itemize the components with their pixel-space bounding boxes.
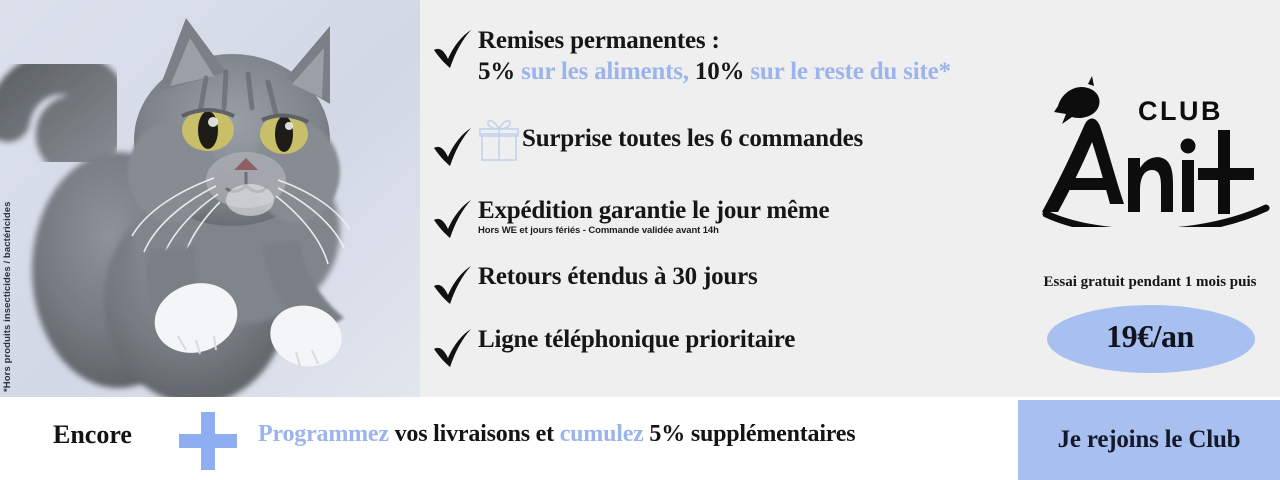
discount-site-pct: 10% xyxy=(688,58,745,85)
bird-icon xyxy=(1054,76,1100,124)
check-icon xyxy=(430,327,478,369)
price-label: 19€/an xyxy=(1106,318,1194,354)
club-word: CLUB xyxy=(1138,96,1223,126)
join-club-button[interactable]: Je rejoins le Club xyxy=(1018,400,1280,480)
join-club-label: Je rejoins le Club xyxy=(1057,426,1241,453)
check-icon xyxy=(430,28,478,70)
programmez-word: Programmez xyxy=(258,421,389,447)
feature-title: Surprise toutes les 6 commandes xyxy=(522,125,864,152)
deliveries-text: vos livraisons et xyxy=(388,421,554,447)
check-icon xyxy=(430,198,478,240)
price-badge xyxy=(1047,305,1255,373)
photo-disclaimer: *Hors produits insecticides / bactéricid… xyxy=(2,201,13,392)
feature-title: Expédition garantie le jour même xyxy=(478,197,830,224)
feature-fineprint: Hors WE et jours fériés - Commande valid… xyxy=(478,225,719,236)
encore-label: Encore xyxy=(53,420,132,449)
feature-item-returns: Retours étendus à 30 jours xyxy=(430,262,758,306)
discount-site-label: sur le reste du site* xyxy=(744,58,951,85)
check-icon xyxy=(430,126,478,168)
cumulez-word: cumulez xyxy=(553,421,644,447)
check-icon xyxy=(430,264,478,306)
discount-food-label: sur les aliments, xyxy=(515,58,689,85)
feature-item-discounts: Remises permanentes : 5% sur les aliment… xyxy=(430,26,951,88)
feature-title: Retours étendus à 30 jours xyxy=(478,263,758,290)
extra-pct-text: 5% supplémentaires xyxy=(643,421,856,447)
feature-item-phone: Ligne téléphonique prioritaire xyxy=(430,325,795,369)
cat-photo xyxy=(0,0,420,397)
discount-food-pct: 5% xyxy=(478,58,516,85)
subscription-sentence: Programmez vos livraisons et cumulez 5% … xyxy=(258,421,856,448)
feature-title: Ligne téléphonique prioritaire xyxy=(478,326,796,353)
feature-item-shipping: Expédition garantie le jour même Hors WE… xyxy=(430,196,830,240)
feature-list: Remises permanentes : 5% sur les aliment… xyxy=(430,0,1020,397)
feature-title: Remises permanentes : xyxy=(478,27,720,54)
plus-icon xyxy=(177,410,239,472)
trial-offer-text: Essai gratuit pendant 1 mois puis xyxy=(1043,274,1257,290)
feature-subtitle: 5% sur les aliments, 10% sur le reste du… xyxy=(478,56,951,88)
gift-icon xyxy=(478,118,522,164)
feature-item-surprise: Surprise toutes les 6 commandes xyxy=(430,119,864,168)
cat-photo-panel: *Hors produits insecticides / bactéricid… xyxy=(0,0,420,397)
club-anit-logo: CLUB xyxy=(1032,62,1277,227)
brand-column: CLUB Essai gratuit pendant 1 mois puis 1… xyxy=(1020,0,1280,397)
